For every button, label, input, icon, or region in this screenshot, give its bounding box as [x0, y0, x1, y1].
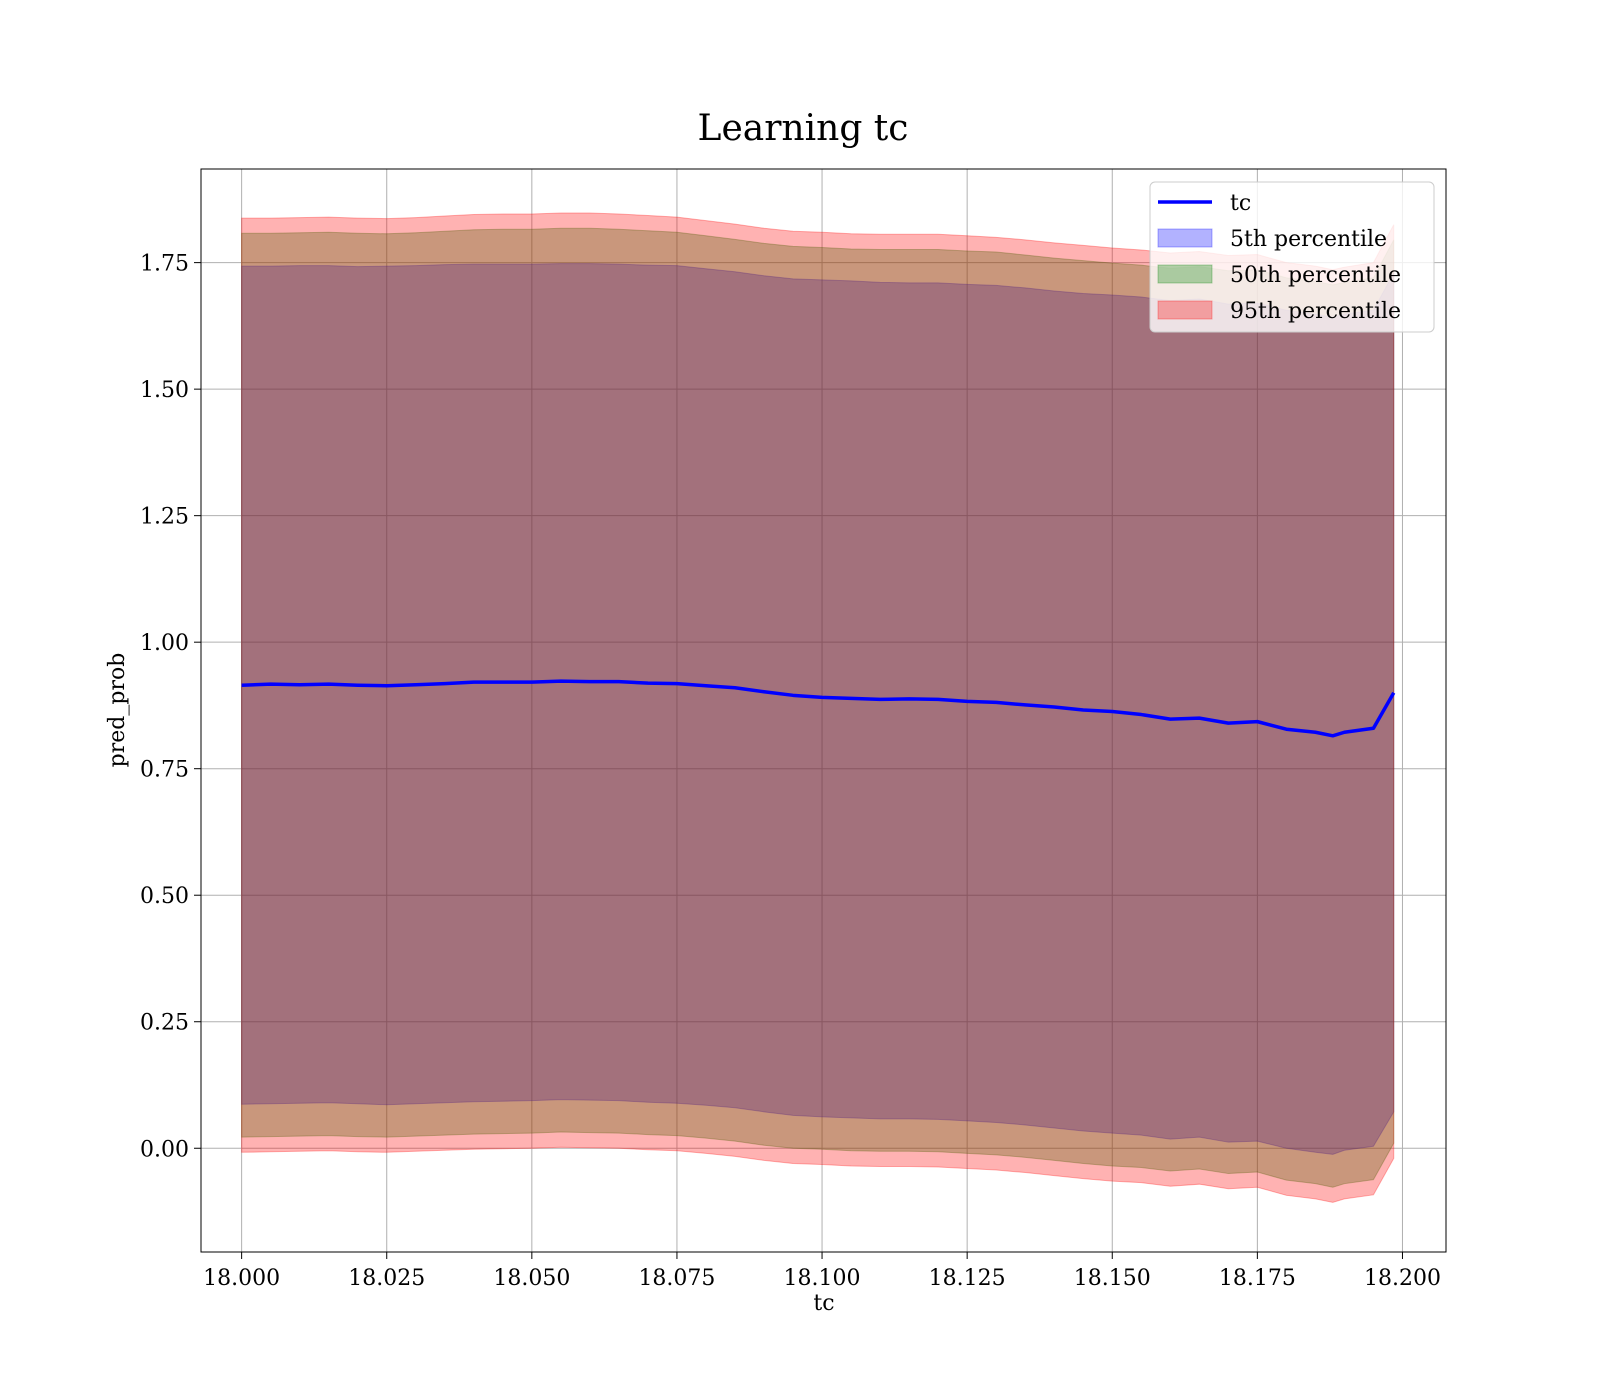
x-tick-label: 18.025	[348, 1266, 425, 1291]
legend-swatch-patch	[1157, 228, 1213, 248]
y-tick-label: 0.00	[140, 1137, 189, 1162]
y-tick-label: 1.75	[140, 252, 189, 277]
x-tick-label: 18.175	[1219, 1266, 1296, 1291]
y-tick-label: 0.75	[140, 758, 189, 783]
legend-label: tc	[1230, 191, 1251, 216]
x-tick-label: 18.000	[203, 1266, 280, 1291]
plot-frame	[200, 168, 1447, 1253]
legend-label: 5th percentile	[1230, 227, 1387, 252]
band-series-2	[241, 227, 1395, 1188]
grid	[201, 169, 1446, 1252]
tc-series	[241, 679, 1396, 738]
x-tick-label: 18.050	[493, 1266, 570, 1291]
x-axis-ticks: 18.000 18.025 18.050 18.075 18.100 18.125 18.1…	[203, 1252, 1441, 1291]
legend-swatch-patch	[1157, 264, 1213, 284]
legend-swatch-patch	[1157, 300, 1213, 320]
percentile-bands	[241, 212, 1395, 1203]
line-series-0	[241, 679, 1396, 738]
chart-title: Learning tc	[698, 108, 909, 149]
y-tick-label: 1.00	[140, 631, 189, 656]
y-axis-label: pred_prob	[105, 653, 130, 768]
x-tick-label: 18.200	[1364, 1266, 1441, 1291]
y-axis-ticks: 0.00 0.25 0.50 0.75 1.00 1.25 1.50 1.75	[140, 252, 201, 1162]
x-tick-label: 18.150	[1074, 1266, 1151, 1291]
legend: tc 5th percentile 50th percentile 95th perc…	[1149, 181, 1435, 333]
y-tick-label: 1.25	[140, 505, 189, 530]
band-series-3	[241, 212, 1395, 1203]
x-tick-label: 18.075	[638, 1266, 715, 1291]
x-tick-label: 18.100	[784, 1266, 861, 1291]
y-tick-label: 0.25	[140, 1011, 189, 1036]
x-axis-label: tc	[813, 1291, 834, 1316]
legend-label: 50th percentile	[1230, 263, 1401, 288]
y-tick-label: 1.50	[140, 378, 189, 403]
y-tick-label: 0.50	[140, 884, 189, 909]
legend-label: 95th percentile	[1230, 299, 1401, 324]
x-tick-label: 18.125	[929, 1266, 1006, 1291]
band-series-1	[241, 263, 1395, 1155]
legend-box	[1149, 181, 1435, 333]
